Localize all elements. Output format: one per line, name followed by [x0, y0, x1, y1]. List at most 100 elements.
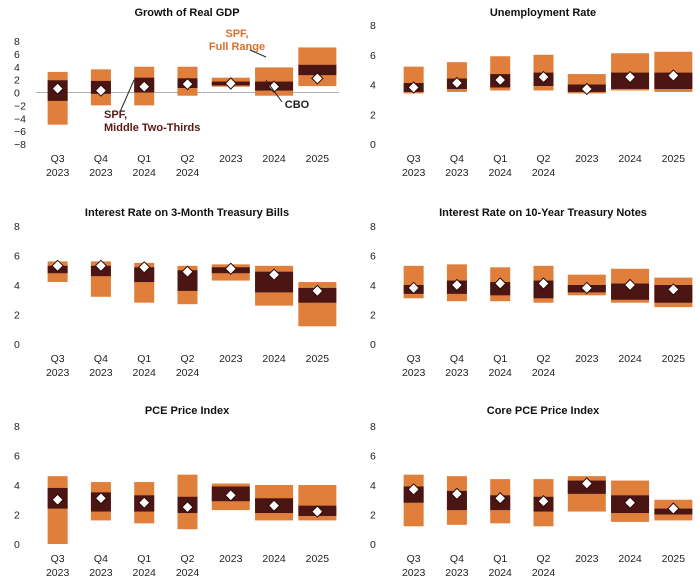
cbo-marker — [623, 496, 637, 509]
x-tick-label: Q3 — [51, 153, 65, 165]
x-tick-label: 2023 — [575, 153, 599, 165]
x-tick-label: 2023 — [219, 353, 243, 365]
y-tick-label: 2 — [370, 510, 376, 522]
x-tick-label: 2023 — [46, 567, 70, 579]
x-tick-label: 2023 — [219, 153, 243, 165]
y-tick-label: 4 — [370, 80, 376, 92]
x-tick-label: 2024 — [532, 167, 556, 179]
x-tick-label: 2025 — [306, 153, 330, 165]
x-tick-label: Q1 — [137, 153, 151, 165]
x-tick-label: 2025 — [662, 353, 686, 365]
cbo-marker — [623, 70, 637, 84]
x-tick-label: Q3 — [407, 353, 421, 365]
x-tick-label: 2024 — [618, 153, 642, 165]
cbo-marker — [407, 483, 420, 496]
y-tick-label: 2 — [370, 109, 376, 121]
panel-title: PCE Price Index — [145, 405, 230, 417]
y-tick-label: −6 — [14, 126, 26, 138]
x-tick-label: Q4 — [450, 353, 464, 365]
annotation-pointer-middle — [119, 79, 135, 113]
cbo-marker — [51, 259, 64, 273]
middle-two-thirds-bar — [255, 271, 294, 293]
x-tick-label: 2023 — [575, 353, 599, 365]
x-tick-label: 2023 — [89, 567, 113, 579]
chart-panel-2: Interest Rate on 3-Month Treasury Bills 0… — [14, 207, 337, 379]
x-tick-label: 2025 — [662, 153, 686, 165]
cbo-marker — [51, 493, 64, 506]
y-tick-label: 4 — [14, 480, 20, 492]
x-tick-label: 2023 — [89, 167, 113, 179]
middle-two-thirds-bar — [446, 490, 467, 511]
y-tick-label: 6 — [370, 451, 376, 463]
cbo-marker — [667, 69, 680, 82]
y-tick-label: 6 — [14, 49, 20, 61]
panel-title: Interest Rate on 10-Year Treasury Notes — [439, 207, 647, 219]
cbo-marker — [407, 81, 420, 94]
x-tick-label: Q3 — [51, 353, 65, 365]
y-tick-label: 4 — [14, 62, 20, 74]
x-tick-label: Q2 — [180, 153, 194, 165]
x-tick-label: 2024 — [133, 367, 157, 379]
x-tick-label: 2024 — [176, 167, 200, 179]
x-tick-label: 2023 — [402, 567, 426, 579]
cbo-marker — [224, 77, 237, 90]
x-tick-label: 2023 — [445, 567, 469, 579]
x-tick-label: 2024 — [262, 153, 286, 165]
cbo-marker — [450, 487, 464, 501]
panel-title: Core PCE Price Index — [487, 405, 600, 417]
x-tick-label: 2023 — [219, 553, 243, 565]
x-tick-label: 2024 — [262, 553, 286, 565]
cbo-marker — [267, 268, 281, 281]
x-tick-label: 2023 — [89, 367, 113, 379]
annotation-cbo: CBO — [285, 99, 310, 111]
cbo-marker — [494, 277, 507, 290]
x-tick-label: 2024 — [133, 167, 157, 179]
y-tick-label: 0 — [14, 339, 20, 351]
y-tick-label: 8 — [14, 421, 20, 433]
y-tick-label: 8 — [14, 221, 20, 233]
cbo-marker — [138, 80, 151, 93]
x-tick-label: 2023 — [445, 167, 469, 179]
x-tick-label: Q1 — [493, 553, 507, 565]
y-tick-label: 6 — [14, 451, 20, 463]
cbo-marker — [267, 499, 281, 512]
x-tick-label: Q4 — [94, 153, 108, 165]
cbo-marker — [494, 492, 507, 505]
cbo-marker — [311, 72, 324, 85]
x-tick-label: 2023 — [575, 553, 599, 565]
x-tick-label: Q2 — [180, 553, 194, 565]
cbo-marker — [450, 278, 464, 292]
cbo-marker — [138, 496, 151, 509]
x-tick-label: Q2 — [180, 353, 194, 365]
annotation-middle: Middle Two-Thirds — [104, 122, 200, 134]
y-tick-label: 0 — [14, 88, 20, 100]
x-tick-label: 2024 — [532, 567, 556, 579]
cbo-marker — [450, 76, 464, 90]
annotation-middle: SPF, — [104, 109, 127, 121]
y-tick-label: 4 — [14, 280, 20, 292]
cbo-marker — [267, 80, 281, 93]
x-tick-label: Q2 — [536, 153, 550, 165]
x-tick-label: 2024 — [133, 567, 157, 579]
x-tick-label: 2024 — [489, 567, 513, 579]
x-tick-label: 2023 — [46, 367, 70, 379]
y-tick-label: −2 — [14, 100, 26, 112]
cbo-marker — [51, 82, 64, 95]
cbo-marker — [94, 84, 108, 97]
x-tick-label: 2024 — [618, 553, 642, 565]
y-tick-label: −4 — [14, 113, 26, 125]
x-tick-label: 2024 — [489, 167, 513, 179]
cbo-marker — [580, 82, 593, 96]
cbo-marker — [537, 277, 550, 290]
chart-panel-1: Unemployment Rate 0 2 4 6 8 Q3 2023 Q4 2023 Q1 2024… — [370, 7, 693, 179]
cbo-marker — [667, 283, 680, 296]
cbo-marker — [311, 505, 324, 518]
cbo-marker — [94, 259, 108, 273]
cbo-marker — [181, 500, 194, 514]
annotation-full-range: SPF, — [225, 28, 248, 40]
x-tick-label: 2023 — [402, 167, 426, 179]
full-range-bar — [47, 476, 68, 544]
cbo-marker — [407, 281, 420, 295]
y-tick-label: 2 — [14, 510, 20, 522]
